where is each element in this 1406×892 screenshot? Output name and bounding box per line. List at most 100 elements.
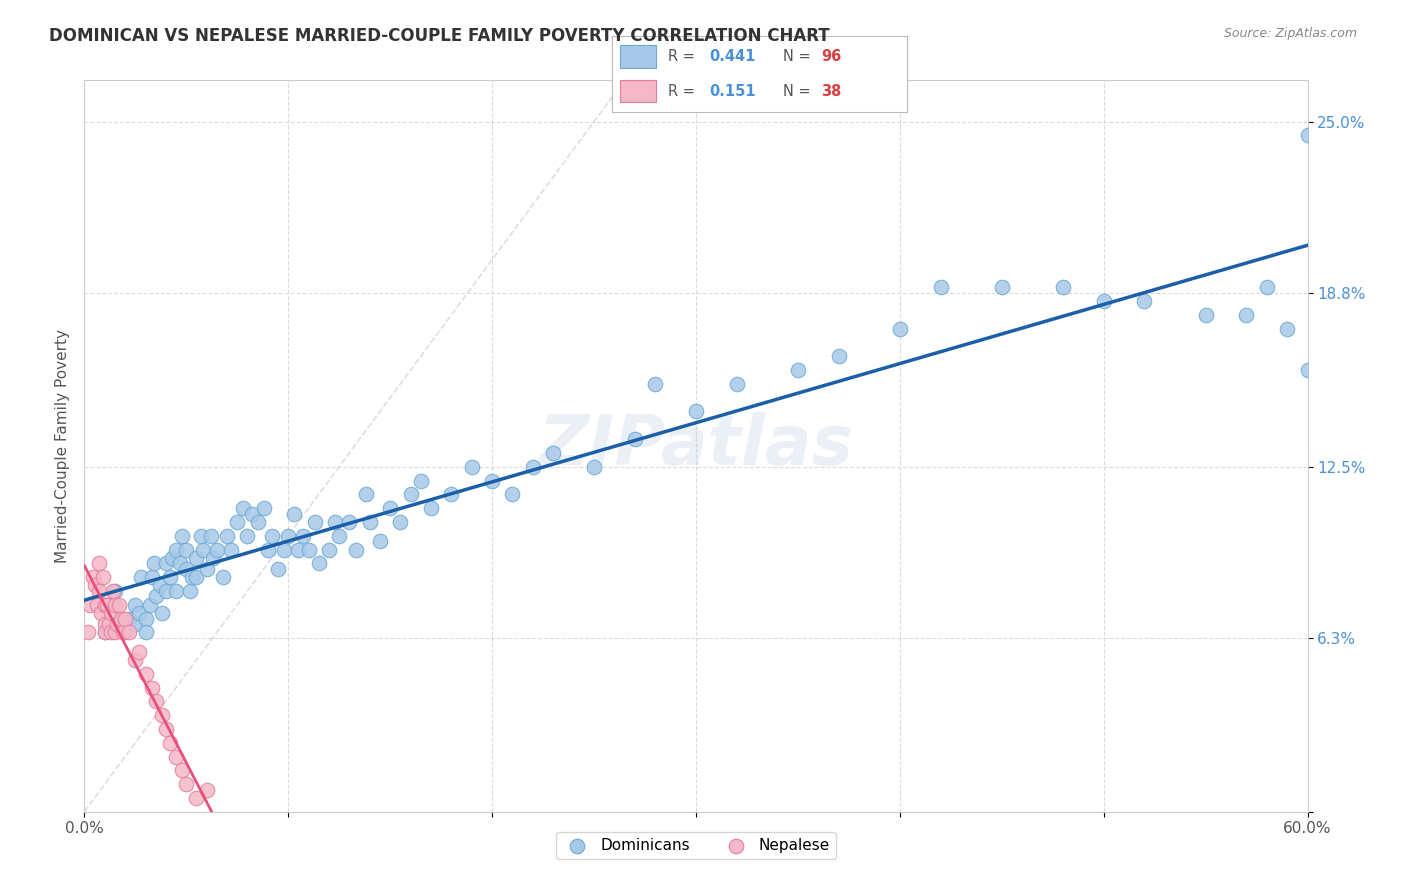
Dominicans bbox=[399, 487, 422, 501]
Dominicans bbox=[889, 321, 911, 335]
Nepalese bbox=[114, 611, 136, 625]
Dominicans bbox=[787, 363, 810, 377]
Dominicans bbox=[318, 542, 340, 557]
Nepalese bbox=[145, 694, 167, 708]
Text: DOMINICAN VS NEPALESE MARRIED-COUPLE FAMILY POVERTY CORRELATION CHART: DOMINICAN VS NEPALESE MARRIED-COUPLE FAM… bbox=[49, 27, 830, 45]
Dominicans bbox=[110, 611, 132, 625]
Dominicans bbox=[368, 534, 391, 549]
Text: ZIPatlas: ZIPatlas bbox=[538, 412, 853, 480]
Text: Source: ZipAtlas.com: Source: ZipAtlas.com bbox=[1223, 27, 1357, 40]
Nepalese bbox=[172, 764, 194, 778]
Dominicans bbox=[165, 542, 187, 557]
Nepalese bbox=[100, 606, 122, 620]
Nepalese bbox=[112, 625, 135, 640]
Text: N =: N = bbox=[783, 84, 810, 98]
Dominicans bbox=[267, 562, 290, 576]
Dominicans bbox=[583, 459, 606, 474]
Dominicans bbox=[359, 515, 381, 529]
Nepalese bbox=[87, 557, 110, 571]
Text: 0.151: 0.151 bbox=[709, 84, 755, 98]
Nepalese bbox=[124, 653, 146, 667]
Dominicans bbox=[420, 501, 443, 516]
Text: 38: 38 bbox=[821, 84, 842, 98]
Dominicans bbox=[257, 542, 280, 557]
Dominicans bbox=[118, 611, 141, 625]
Nepalese bbox=[93, 617, 115, 632]
Text: 96: 96 bbox=[821, 49, 842, 63]
Nepalese bbox=[77, 625, 100, 640]
Dominicans bbox=[159, 570, 181, 584]
Dominicans bbox=[155, 557, 177, 571]
Nepalese bbox=[82, 570, 104, 584]
Dominicans bbox=[323, 515, 346, 529]
Dominicans bbox=[217, 529, 239, 543]
Dominicans bbox=[174, 542, 197, 557]
Dominicans bbox=[1256, 280, 1278, 294]
Nepalese bbox=[135, 666, 157, 681]
Dominicans bbox=[246, 515, 269, 529]
Dominicans bbox=[181, 570, 204, 584]
Dominicans bbox=[160, 550, 183, 565]
Nepalese bbox=[186, 791, 208, 805]
Nepalese bbox=[87, 583, 110, 598]
Dominicans bbox=[273, 542, 295, 557]
Dominicans bbox=[685, 404, 707, 418]
Dominicans bbox=[135, 625, 157, 640]
Dominicans bbox=[260, 529, 283, 543]
Dominicans bbox=[142, 557, 165, 571]
Dominicans bbox=[1296, 363, 1319, 377]
Nepalese bbox=[118, 625, 141, 640]
Nepalese bbox=[101, 583, 124, 598]
Dominicans bbox=[179, 583, 201, 598]
Bar bbox=[620, 45, 655, 68]
Nepalese bbox=[105, 617, 128, 632]
Dominicans bbox=[502, 487, 524, 501]
Dominicans bbox=[725, 376, 748, 391]
Nepalese bbox=[155, 722, 177, 736]
Nepalese bbox=[110, 611, 132, 625]
Dominicans bbox=[165, 583, 187, 598]
Nepalese bbox=[165, 749, 187, 764]
Dominicans bbox=[200, 529, 222, 543]
Dominicans bbox=[169, 557, 191, 571]
Dominicans bbox=[240, 507, 263, 521]
Dominicans bbox=[304, 515, 326, 529]
Nepalese bbox=[91, 570, 114, 584]
Nepalese bbox=[128, 645, 150, 659]
Dominicans bbox=[149, 578, 172, 592]
Dominicans bbox=[104, 583, 127, 598]
Dominicans bbox=[624, 432, 647, 446]
Nepalese bbox=[93, 598, 115, 612]
Dominicans bbox=[135, 611, 157, 625]
Dominicans bbox=[212, 570, 235, 584]
Text: N =: N = bbox=[783, 49, 810, 63]
Nepalese bbox=[93, 625, 115, 640]
Nepalese bbox=[195, 782, 218, 797]
Nepalese bbox=[100, 625, 122, 640]
Dominicans bbox=[339, 515, 361, 529]
Dominicans bbox=[328, 529, 350, 543]
Text: R =: R = bbox=[668, 84, 695, 98]
Dominicans bbox=[287, 542, 309, 557]
Dominicans bbox=[522, 459, 544, 474]
Dominicans bbox=[124, 598, 146, 612]
Dominicans bbox=[253, 501, 276, 516]
Nepalese bbox=[150, 708, 173, 723]
Dominicans bbox=[543, 446, 565, 460]
Dominicans bbox=[291, 529, 314, 543]
Dominicans bbox=[186, 550, 208, 565]
Dominicans bbox=[308, 557, 330, 571]
Dominicans bbox=[1277, 321, 1299, 335]
Dominicans bbox=[93, 625, 115, 640]
Nepalese bbox=[97, 617, 120, 632]
Dominicans bbox=[205, 542, 228, 557]
Dominicans bbox=[114, 625, 136, 640]
Dominicans bbox=[124, 617, 146, 632]
Dominicans bbox=[354, 487, 377, 501]
Dominicans bbox=[219, 542, 242, 557]
Dominicans bbox=[186, 570, 208, 584]
Nepalese bbox=[104, 625, 127, 640]
Dominicans bbox=[283, 507, 305, 521]
Dominicans bbox=[150, 606, 173, 620]
Dominicans bbox=[409, 474, 432, 488]
